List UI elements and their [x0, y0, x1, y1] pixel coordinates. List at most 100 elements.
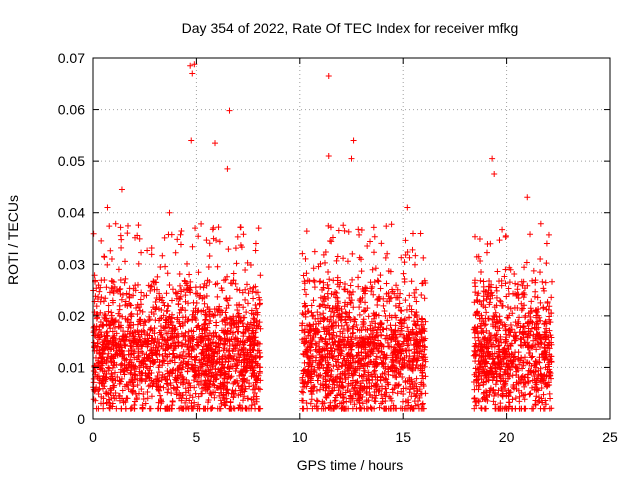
data-point	[506, 399, 513, 406]
data-point	[303, 228, 310, 235]
data-point	[528, 298, 535, 305]
data-point	[122, 298, 129, 305]
data-point	[537, 299, 544, 306]
data-point	[547, 332, 554, 339]
data-point	[348, 291, 355, 298]
data-point	[132, 366, 139, 373]
data-point	[244, 325, 251, 332]
data-point	[349, 372, 356, 379]
data-point	[337, 376, 344, 383]
data-point	[527, 231, 534, 238]
data-point	[337, 391, 344, 398]
data-point	[176, 369, 183, 376]
data-point	[97, 354, 104, 361]
data-point	[240, 351, 247, 358]
data-point	[504, 363, 511, 370]
data-point	[152, 336, 159, 343]
data-point	[216, 392, 223, 399]
data-point	[402, 398, 409, 405]
data-point	[475, 379, 482, 386]
data-point	[192, 367, 199, 374]
data-point	[210, 224, 217, 231]
data-point	[546, 303, 553, 310]
data-point	[100, 372, 107, 379]
data-point	[306, 322, 313, 329]
data-point	[413, 286, 420, 293]
data-point	[221, 317, 228, 324]
data-point	[480, 283, 487, 290]
data-point	[326, 276, 333, 283]
data-point	[103, 284, 110, 291]
data-point	[375, 388, 382, 395]
data-point	[96, 324, 103, 331]
data-point	[205, 345, 212, 352]
data-point	[166, 324, 173, 331]
data-point	[528, 325, 535, 332]
data-point	[493, 302, 500, 309]
data-point	[316, 278, 323, 285]
data-point	[346, 309, 353, 316]
data-point	[502, 336, 509, 343]
data-point	[124, 230, 131, 237]
data-point	[475, 397, 482, 404]
data-point	[487, 240, 494, 247]
data-point	[478, 325, 485, 332]
data-point	[112, 377, 119, 384]
data-point	[245, 353, 252, 360]
data-point	[224, 273, 231, 280]
data-point	[412, 364, 419, 371]
data-point	[250, 372, 257, 379]
data-point	[209, 346, 216, 353]
data-point	[299, 250, 306, 257]
data-point	[365, 372, 372, 379]
data-point	[483, 389, 490, 396]
data-point	[303, 349, 310, 356]
data-point	[372, 265, 379, 272]
data-point	[164, 270, 171, 277]
data-point	[491, 343, 498, 350]
data-point	[540, 405, 547, 412]
data-point	[412, 380, 419, 387]
y-tick-label: 0.07	[58, 50, 85, 66]
data-point	[359, 400, 366, 407]
data-point	[257, 386, 264, 393]
data-point	[130, 333, 137, 340]
data-point	[536, 314, 543, 321]
data-point	[367, 279, 374, 286]
data-point	[319, 400, 326, 407]
data-point	[236, 359, 243, 366]
data-point	[96, 375, 103, 382]
data-point	[253, 384, 260, 391]
data-point	[418, 405, 425, 412]
data-point	[108, 312, 115, 319]
data-point	[543, 325, 550, 332]
data-point	[513, 322, 520, 329]
data-point	[471, 405, 478, 412]
data-point	[177, 282, 184, 289]
data-point	[471, 299, 478, 306]
data-point	[206, 390, 213, 397]
data-point	[300, 311, 307, 318]
data-point	[324, 281, 331, 288]
data-point	[204, 277, 211, 284]
data-point	[250, 315, 257, 322]
data-point	[345, 313, 352, 320]
data-point	[412, 322, 419, 329]
data-point	[528, 318, 535, 325]
data-point	[115, 310, 122, 317]
data-point	[521, 374, 528, 381]
data-point	[500, 346, 507, 353]
data-point	[545, 231, 552, 238]
data-point	[134, 341, 141, 348]
data-point	[243, 364, 250, 371]
data-point	[386, 334, 393, 341]
data-point	[311, 248, 318, 255]
data-point	[195, 269, 202, 276]
data-point	[322, 353, 329, 360]
data-point	[144, 388, 151, 395]
data-point	[338, 382, 345, 389]
data-point	[235, 347, 242, 354]
data-point	[516, 405, 523, 412]
data-point	[134, 301, 141, 308]
data-point	[214, 293, 221, 300]
